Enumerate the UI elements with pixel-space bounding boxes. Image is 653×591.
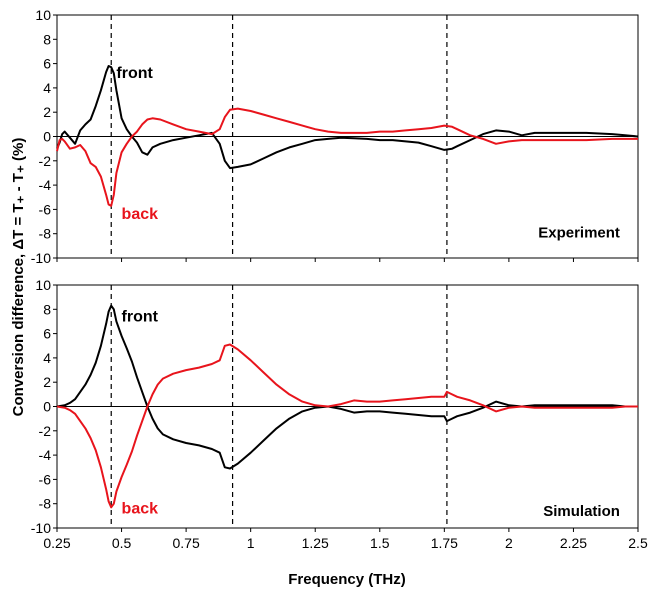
x-tick-label: 1.25 [302, 535, 329, 551]
y-tick-label: -8 [39, 226, 52, 242]
back-series-line-simulation [56, 343, 638, 509]
y-tick-label: -6 [39, 471, 52, 487]
y-tick-label: -2 [39, 153, 52, 169]
front-series-line-experiment [56, 65, 639, 170]
front-series-label-experiment: front [116, 65, 153, 82]
back-series-label-simulation: back [122, 500, 159, 517]
x-tick-label: 2.5 [628, 535, 648, 551]
panel-label-experiment: Experiment [538, 224, 620, 241]
x-tick-label: 2.25 [560, 535, 587, 551]
y-tick-label: 8 [43, 301, 51, 317]
y-tick-label: 2 [43, 104, 51, 120]
x-tick-label: 0.5 [112, 535, 132, 551]
y-tick-label: 8 [43, 31, 51, 47]
y-tick-label: -10 [31, 250, 51, 266]
x-tick-label: 0.75 [172, 535, 199, 551]
x-tick-label: 1.75 [431, 535, 458, 551]
annotations: front back Experiment front back Simulation [116, 65, 620, 520]
x-axis-title: Frequency (THz) [288, 571, 406, 588]
y-axis-title: Conversion difference, ΔT = T₊ - T₊ (%) [10, 138, 27, 417]
series-layer [56, 65, 639, 509]
y-tick-label: -2 [39, 423, 52, 439]
y-tick-label: -10 [31, 520, 51, 536]
y-tick-label: 10 [35, 277, 51, 293]
x-tick-label: 2 [505, 535, 513, 551]
y-tick-label: -6 [39, 201, 52, 217]
y-tick-label: 4 [43, 350, 51, 366]
tick-labels: 1086420-2-4-6-8-101086420-2-4-6-8-100.25… [31, 7, 648, 551]
front-series-line-simulation [56, 304, 638, 470]
reference-lines [57, 15, 638, 528]
x-tick-label: 1.5 [370, 535, 390, 551]
y-tick-label: -4 [39, 177, 52, 193]
y-tick-label: -8 [39, 496, 52, 512]
x-tick-label: 0.25 [43, 535, 70, 551]
panel-label-simulation: Simulation [543, 503, 620, 520]
y-tick-label: 0 [43, 399, 51, 415]
back-series-label-experiment: back [122, 206, 159, 223]
y-tick-label: 6 [43, 56, 51, 72]
y-tick-label: 6 [43, 326, 51, 342]
plot-frames [56, 14, 639, 529]
y-tick-label: 10 [35, 7, 51, 23]
y-tick-label: 4 [43, 80, 51, 96]
y-tick-label: -4 [39, 447, 52, 463]
front-series-label-simulation: front [122, 308, 159, 325]
back-series-line-experiment [56, 107, 638, 207]
y-tick-label: 2 [43, 374, 51, 390]
y-tick-label: 0 [43, 129, 51, 145]
x-tick-label: 1 [247, 535, 255, 551]
